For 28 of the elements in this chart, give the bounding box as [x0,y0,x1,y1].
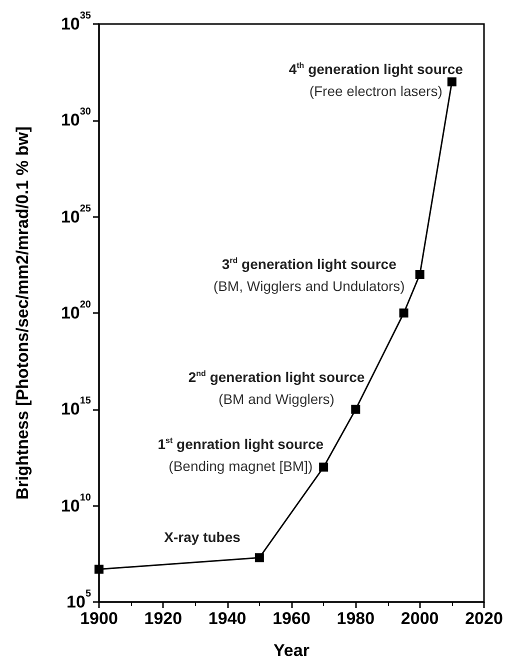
annotation: 3$^{rd}$ generation light source (BM, Wigglers and Undulators) [213,255,405,296]
point [351,404,360,414]
y-tick-label: 10$^{30}$ [60,106,91,130]
point [399,308,408,318]
point [319,462,328,472]
y-tick-label: 10$^{10}$ [60,492,91,516]
y-tick-label: 10$^{5}$ [66,588,91,612]
y-tick-label: 10$^{25}$ [60,203,91,226]
annotation: 2$^{nd}$ generation light source (BM and Wigglers) [188,368,365,410]
y-tick-label: 10$^{20}$ [60,300,91,322]
x-tick-label: 1940 [208,609,246,628]
point [447,77,456,86]
point [254,553,264,562]
y-axis-title: Brightness [Photons/sec/mm2/mrad/0.1 % bw] [13,126,32,500]
annotation: X-ray tubes [164,528,240,547]
x-tick-label: 1900 [80,609,118,628]
x-tick-label: 2020 [465,609,503,628]
x-tick-label: 2000 [400,609,439,628]
y-tick-label: 10$^{15}$ [60,396,91,419]
point [415,270,424,279]
x-tick-label: 1980 [336,609,375,628]
point [94,564,104,574]
annotation: 4$^{th}$ generation light source (Free electron lasers) [288,60,463,101]
y-tick-label: 10$^{35}$ [60,10,91,34]
x-axis-title: Year [274,641,310,660]
x-tick-label: 1920 [144,609,182,628]
x-tick-label: 1960 [272,609,310,628]
annotation: 1$^{st}$ genration light source (Bending magnet [BM]) [158,435,324,476]
